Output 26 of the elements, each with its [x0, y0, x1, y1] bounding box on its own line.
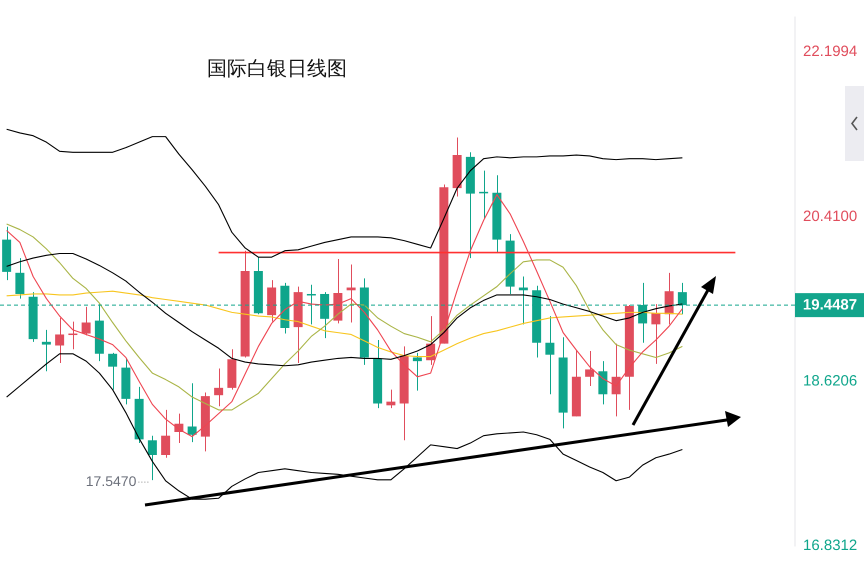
candlestick — [188, 382, 197, 443]
candlestick — [108, 352, 118, 390]
candlestick — [545, 316, 554, 395]
candlestick — [612, 343, 621, 417]
candlestick — [479, 170, 488, 220]
candlestick — [42, 329, 51, 372]
candlestick — [214, 368, 224, 407]
candlestick — [651, 304, 660, 364]
candlestick — [68, 321, 78, 350]
candlestick — [161, 409, 170, 458]
candlestick — [412, 352, 422, 392]
annotation: 17.5470 — [86, 472, 137, 489]
candlestick — [55, 317, 64, 364]
y-tick-label: 22.1994 — [803, 43, 858, 60]
candlestick — [346, 264, 356, 324]
ref-line-label: 19.4487 — [802, 296, 858, 314]
text: 国际白银日线图 — [207, 55, 347, 82]
candlestick — [585, 350, 594, 386]
candlestick — [15, 258, 24, 300]
candlestick — [148, 435, 157, 481]
candlestick — [386, 389, 396, 409]
y-tick-label: 20.4100 — [803, 208, 858, 225]
y-tick-label: 18.6206 — [803, 372, 858, 390]
y-tick-label: 16.8312 — [803, 537, 858, 554]
candlestick — [82, 306, 91, 336]
candlestick — [598, 360, 608, 405]
